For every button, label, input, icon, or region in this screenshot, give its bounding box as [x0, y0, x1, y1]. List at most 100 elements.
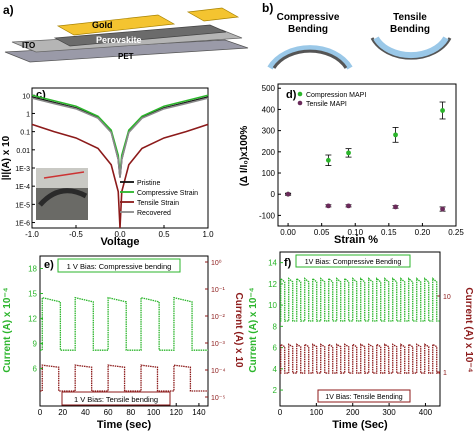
c-series-tensile-strain [31, 123, 209, 229]
c-ytick-label: 1E-6 [15, 221, 30, 228]
f-xtick-label: 300 [382, 408, 396, 417]
e-ytick-right-label: 10⁻⁴ [211, 368, 226, 375]
d-xtick-label: 0.20 [415, 228, 431, 237]
d-point [393, 132, 398, 138]
d-ytick-label: 300 [262, 127, 276, 136]
e-ytick-right-label: 10⁻² [211, 314, 225, 321]
d-point [440, 206, 445, 212]
e-xtick-label: 20 [58, 408, 67, 417]
e-xtick-label: 0 [38, 408, 43, 417]
panel-e-annotation-compressive: 1 V Bias: Compressive bending [57, 258, 181, 273]
inset-photo-light-area [36, 168, 88, 188]
panel-c-legend: Pristine Compressive Strain Tensile Strain… [120, 180, 198, 217]
inset-photo-device [38, 188, 88, 207]
panel-c-xlabel: Voltage [101, 236, 140, 248]
f-xtick-label: 0 [278, 408, 283, 417]
panel-e-ylabel-right: Current (A) x 10 [233, 292, 244, 367]
c-xtick-label: -1.0 [25, 230, 39, 239]
panel-f-annotation-compressive-text: 1V Bias: Compressive Bending [305, 259, 402, 266]
c-ytick-label: 0.1 [20, 130, 30, 137]
panel-e-annotation-tensile: 1 V Bias: Tensile bending [61, 391, 171, 406]
panel-f-annotation-compressive: 1V Bias: Compressive Bending [295, 254, 411, 268]
panel-f-frame [279, 251, 441, 407]
c-ytick-label: 10 [22, 93, 30, 100]
panel-c: c) -1.0 -0.5 0.0 0.5 1.0 1E-6 1E-5 1E-4 1E-3 0.01… [1, 87, 214, 248]
c-legend-label: Compressive Strain [137, 190, 198, 197]
panel-b-letter: b) [262, 1, 273, 15]
panel-f-letter: f) [284, 257, 292, 269]
f-series-compressive [280, 277, 440, 322]
tensile-title-line2: Bending [390, 24, 430, 35]
f-ytick-left-label: 10 [268, 301, 277, 310]
compressive-title-line1: Compressive [277, 12, 340, 23]
c-xtick-label: 1.0 [202, 230, 214, 239]
c-xtick-label: 0.0 [114, 230, 126, 239]
panel-c-series [31, 94, 209, 229]
panel-d-ylabel: (Δ I/I₀)x100% [239, 126, 250, 187]
panel-f-ticks: 0 100 200 300 400 2 4 6 8 10 12 14 1 10 [268, 259, 451, 417]
d-point [285, 191, 291, 197]
panel-f-series [280, 277, 440, 374]
e-xtick-label: 100 [147, 408, 161, 417]
panel-c-ticks: -1.0 -0.5 0.0 0.5 1.0 1E-6 1E-5 1E-4 1E-3 0.01 0.1… [15, 93, 214, 239]
f-ytick-right-label: 1 [443, 370, 447, 377]
f-ytick-left-label: 4 [273, 365, 278, 374]
d-legend-label: Tensile MAPI [306, 101, 347, 108]
d-ytick-label: 100 [262, 169, 276, 178]
e-ytick-right-label: 10⁻³ [211, 341, 225, 348]
f-ytick-left-label: 12 [268, 280, 277, 289]
c-legend-label: Recovered [137, 210, 171, 217]
e-ytick-left-label: 15 [28, 290, 37, 299]
d-xtick-label: 0.25 [448, 228, 464, 237]
d-ytick-label: 200 [262, 148, 276, 157]
d-xtick-label: 0.10 [347, 228, 363, 237]
inset-photo-wire [43, 171, 85, 179]
e-xtick-label: 140 [192, 408, 206, 417]
panel-d-xlabel: Strain % [334, 234, 378, 246]
c-xtick-label: 0.5 [158, 230, 170, 239]
panel-e-frame [39, 255, 209, 407]
f-ytick-left-label: 8 [273, 322, 278, 331]
f-ytick-left-label: 2 [273, 386, 278, 395]
d-point [393, 204, 398, 210]
panel-d-letter: d) [286, 89, 297, 101]
panel-f-annotation-tensile-text: 1V Bias: Tensile Bending [325, 394, 402, 401]
panel-a-letter: a) [3, 3, 14, 17]
f-xtick-label: 100 [310, 408, 324, 417]
panel-e-letter: e) [44, 259, 54, 271]
panel-d-frame [277, 83, 457, 227]
c-legend-label: Pristine [137, 180, 160, 187]
e-series-compressive [40, 296, 208, 351]
panel-f-xlabel: Time (Sec) [332, 419, 388, 431]
d-point [440, 108, 445, 113]
panel-c-letter: c) [36, 89, 46, 101]
panel-e-ticks: 0 20 40 60 80 100 120 140 6 9 12 15 18 10⁰ 10⁻¹ 10⁻² 10⁻… [28, 259, 225, 417]
panel-e: e) 0 20 40 60 80 100 120 140 6 9 12 15 18 10⁰ 10⁻¹ 10⁻²… [2, 255, 244, 431]
c-series-recovered [31, 97, 209, 178]
perovskite-label: Perovskite [96, 35, 142, 45]
c-xtick-label: -0.5 [69, 230, 83, 239]
e-ytick-left-label: 6 [33, 365, 38, 374]
d-xtick-label: 0.15 [381, 228, 397, 237]
ito-label: ITO [22, 41, 35, 50]
panel-e-annotation-tensile-text: 1 V Bias: Tensile bending [74, 395, 158, 404]
gold-electrode-right [186, 7, 240, 22]
e-ytick-right-label: 10⁰ [211, 259, 222, 267]
panel-f-annotation-tensile: 1V Bias: Tensile Bending [317, 389, 411, 403]
panel-f-ylabel-right: Current (A) x 10⁻⁴ [463, 287, 474, 372]
e-xtick-label: 40 [81, 408, 90, 417]
panel-e-xlabel: Time (sec) [97, 419, 152, 431]
e-xtick-label: 80 [126, 408, 135, 417]
f-ytick-left-label: 14 [268, 259, 277, 268]
panel-f-ylabel-left: Current (A) x 10⁻⁴ [248, 287, 259, 372]
panel-e-annotation-compressive-text: 1 V Bias: Compressive bending [67, 262, 172, 271]
f-xtick-label: 400 [419, 408, 433, 417]
compressive-arc-substrate [267, 45, 353, 70]
c-ytick-label: 1E-5 [15, 202, 30, 209]
panel-c-inset-photo [36, 168, 88, 220]
e-ytick-right-label: 10⁻⁵ [211, 395, 225, 402]
panel-f: f) 0 100 200 300 400 2 4 6 8 10 12 14 1 10 1V Bias: C… [248, 251, 474, 431]
e-ytick-right-label: 10⁻¹ [211, 287, 225, 294]
e-xtick-label: 60 [104, 408, 113, 417]
